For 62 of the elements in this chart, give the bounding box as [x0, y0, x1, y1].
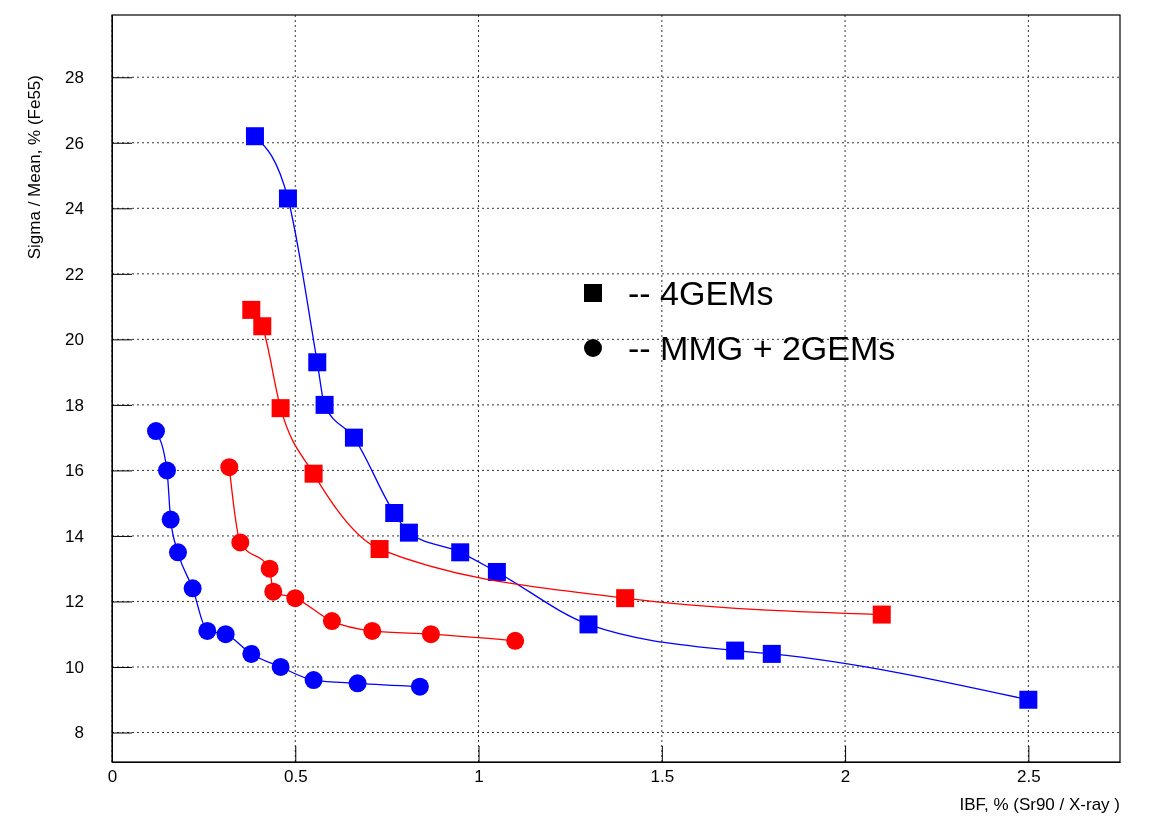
x-tick-label: 0.5: [283, 767, 308, 787]
point: [344, 428, 363, 447]
point: [168, 543, 187, 562]
point: [264, 582, 283, 601]
point: [231, 533, 250, 552]
point: [304, 464, 323, 483]
x-tick-label: 2.5: [1017, 767, 1041, 787]
y-tick-label: 20: [65, 330, 84, 350]
y-tick-label: 16: [65, 461, 84, 481]
y-tick-label: 18: [65, 395, 84, 415]
point: [487, 562, 506, 581]
point: [157, 461, 176, 480]
y-tick-label: 14: [65, 526, 84, 546]
x-tick-label: 1.5: [650, 767, 675, 787]
point: [616, 589, 635, 608]
y-tick-label: 28: [65, 68, 84, 88]
point: [146, 422, 165, 441]
y-tick-label: 10: [65, 657, 84, 677]
point: [242, 300, 261, 319]
point: [253, 317, 272, 336]
point: [1019, 690, 1038, 709]
y-tick-label: 26: [65, 133, 84, 153]
point: [278, 189, 297, 208]
point: [451, 543, 470, 562]
point: [242, 644, 261, 663]
point: [762, 644, 781, 663]
x-tick-label: 1: [474, 767, 484, 787]
y-axis-title: Sigma / Mean, % (Fe55): [25, 75, 44, 260]
point: [271, 657, 290, 676]
point: [410, 677, 429, 696]
annotation: -- MMG + 2GEMs: [628, 329, 896, 367]
point: [183, 579, 202, 598]
y-tick-label: 12: [65, 592, 84, 612]
point: [322, 612, 341, 631]
point: [370, 540, 389, 559]
point: [872, 605, 891, 624]
x-tick-label: 0: [107, 767, 118, 787]
point: [245, 127, 264, 146]
x-tick-label: 2: [840, 767, 851, 787]
point: [216, 625, 235, 644]
point: [399, 523, 418, 542]
annotation: -- 4GEMs: [628, 274, 774, 312]
point: [286, 589, 305, 608]
point: [363, 621, 382, 640]
point: [348, 674, 367, 693]
point: [421, 625, 440, 644]
point: [304, 671, 323, 690]
point: [198, 621, 217, 640]
x-axis-title: IBF, % (Sr90 / X-ray ): [959, 795, 1120, 814]
y-tick-label: 24: [65, 199, 84, 219]
point: [579, 615, 598, 634]
point: [220, 458, 239, 477]
point: [385, 504, 404, 522]
point: [161, 510, 180, 529]
point: [726, 641, 745, 660]
point: [260, 559, 279, 578]
y-tick-label: 8: [74, 723, 84, 743]
y-tick-label: 22: [65, 264, 84, 284]
point: [271, 399, 290, 418]
point: [308, 353, 327, 372]
point: [506, 631, 525, 650]
point: [315, 395, 334, 414]
